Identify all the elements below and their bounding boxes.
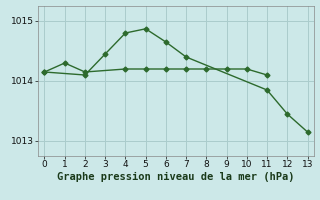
X-axis label: Graphe pression niveau de la mer (hPa): Graphe pression niveau de la mer (hPa) (57, 172, 295, 182)
